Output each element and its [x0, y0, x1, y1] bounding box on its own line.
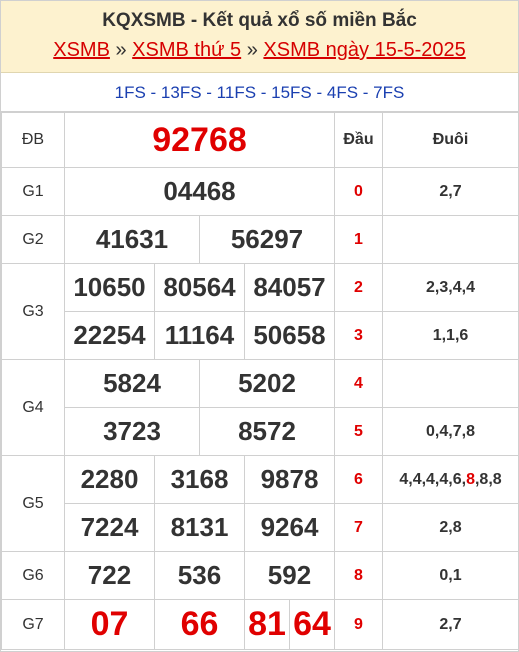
prize-number-g4: 3723 — [64, 407, 200, 456]
table-row: G3 10650 80564 84057 2 2,3,4,4 — [1, 263, 519, 360]
table-row: G4 5824 5202 4 — [1, 359, 519, 456]
prize-number-g5: 9878 — [244, 455, 335, 504]
prize-number-g3: 10650 — [64, 263, 155, 312]
dau-7: 7 — [334, 503, 383, 552]
breadcrumb-sep: » — [246, 39, 258, 61]
prize-label-g2: G2 — [1, 215, 65, 264]
prize-label-g1: G1 — [1, 167, 65, 216]
duoi-6-highlight: 8 — [466, 470, 475, 488]
special-codes: 1FS - 13FS - 11FS - 15FS - 4FS - 7FS — [1, 73, 518, 112]
prize-number-g4: 5202 — [199, 359, 335, 408]
dau-4: 4 — [334, 359, 383, 408]
duoi-1 — [382, 215, 519, 264]
prize-label-g7: G7 — [1, 599, 65, 650]
breadcrumb-xsmb-date[interactable]: XSMB ngày 15-5-2025 — [263, 39, 466, 61]
page-title: KQXSMB - Kết quả xổ số miền Bắc — [102, 10, 417, 31]
prize-number-g7: 81 — [244, 599, 290, 650]
table-row: ĐB 92768 Đầu Đuôi — [1, 112, 519, 168]
duoi-0: 2,7 — [382, 167, 519, 216]
prize-number-g2: 41631 — [64, 215, 200, 264]
prize-label-db: ĐB — [1, 112, 65, 168]
results-table: ĐB 92768 Đầu Đuôi G1 04468 0 2,7 G2 4163… — [1, 112, 519, 650]
table-row: 22254 11164 50658 3 1,1,6 — [2, 311, 519, 360]
duoi-3: 1,1,6 — [382, 311, 519, 360]
prize-label-g6: G6 — [1, 551, 65, 600]
prize-number-g5: 2280 — [64, 455, 155, 504]
duoi-8: 0,1 — [382, 551, 519, 600]
table-row: G2 41631 56297 1 — [1, 215, 519, 264]
prize-number-g3: 22254 — [64, 311, 155, 360]
table-row: 3723 8572 5 0,4,7,8 — [2, 407, 519, 456]
prize-number-g3: 84057 — [244, 263, 335, 312]
prize-number-g5: 7224 — [64, 503, 155, 552]
duoi-6-post: ,8,8 — [474, 470, 502, 488]
dau-5: 5 — [334, 407, 383, 456]
dau-2: 2 — [334, 263, 383, 312]
duoi-4 — [382, 359, 519, 408]
prize-label-g4: G4 — [1, 359, 65, 456]
duoi-6: 4,4,4,4,6,8,8,8 — [382, 455, 519, 504]
dau-3: 3 — [334, 311, 383, 360]
prize-number-g6: 536 — [154, 551, 245, 600]
column-header-duoi: Đuôi — [382, 112, 519, 168]
prize-number-g5: 3168 — [154, 455, 245, 504]
prize-number-g3: 80564 — [154, 263, 245, 312]
breadcrumb-sep: » — [115, 39, 127, 61]
table-row: G5 2280 3168 9878 6 4,4,4,4,6,8,8,8 — [1, 455, 519, 552]
dau-1: 1 — [334, 215, 383, 264]
table-row: 7224 8131 9264 7 2,8 — [2, 503, 519, 552]
page-header: KQXSMB - Kết quả xổ số miền Bắc XSMB » X… — [1, 1, 518, 73]
dau-6: 6 — [334, 455, 383, 504]
prize-number-g7: 64 — [289, 599, 335, 650]
prize-number-g6: 592 — [244, 551, 335, 600]
dau-0: 0 — [334, 167, 383, 216]
prize-number-g7: 07 — [64, 599, 155, 650]
breadcrumb: XSMB » XSMB thứ 5 » XSMB ngày 15-5-2025 — [1, 38, 518, 62]
duoi-9: 2,7 — [382, 599, 519, 650]
prize-label-g3: G3 — [1, 263, 65, 360]
prize-number-g5: 8131 — [154, 503, 245, 552]
table-row: G6 722 536 592 8 0,1 — [1, 551, 519, 600]
prize-number-g3: 50658 — [244, 311, 335, 360]
prize-number-g4: 5824 — [64, 359, 200, 408]
prize-number-g7: 66 — [154, 599, 245, 650]
prize-number-g6: 722 — [64, 551, 155, 600]
prize-number-db: 92768 — [64, 112, 335, 168]
breadcrumb-xsmb-thu-5[interactable]: XSMB thứ 5 — [132, 39, 242, 61]
dau-8: 8 — [334, 551, 383, 600]
duoi-5: 0,4,7,8 — [382, 407, 519, 456]
prize-number-g4: 8572 — [199, 407, 335, 456]
prize-number-g3: 11164 — [154, 311, 245, 360]
breadcrumb-xsmb[interactable]: XSMB — [53, 39, 110, 61]
prize-number-g1: 04468 — [64, 167, 335, 216]
dau-9: 9 — [334, 599, 383, 650]
duoi-7: 2,8 — [382, 503, 519, 552]
duoi-6-pre: 4,4,4,4,6, — [399, 470, 467, 488]
prize-number-g2: 56297 — [199, 215, 335, 264]
prize-number-g5: 9264 — [244, 503, 335, 552]
prize-label-g5: G5 — [1, 455, 65, 552]
column-header-dau: Đầu — [334, 112, 383, 168]
table-row: G7 07 66 81 64 9 2,7 — [1, 599, 519, 650]
table-row: G1 04468 0 2,7 — [1, 167, 519, 216]
duoi-2: 2,3,4,4 — [382, 263, 519, 312]
